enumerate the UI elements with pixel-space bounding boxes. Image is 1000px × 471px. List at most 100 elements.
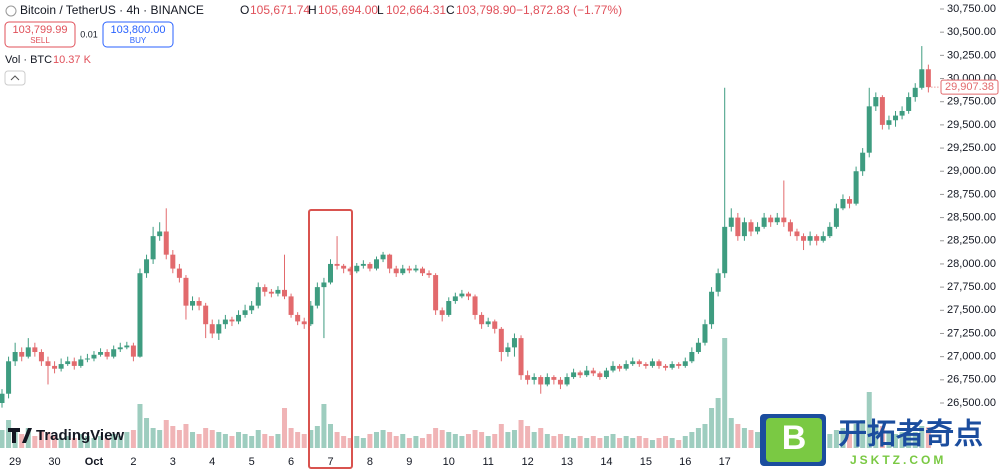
candle-body xyxy=(551,377,557,380)
volume-bar xyxy=(663,436,669,448)
volume-bar xyxy=(52,436,58,448)
volume-bar xyxy=(472,430,478,448)
volume-bar xyxy=(886,432,892,448)
candle-body xyxy=(886,120,892,125)
tv-watermark: TradingView xyxy=(36,427,124,444)
volume-bar xyxy=(413,436,419,448)
candle-body xyxy=(433,275,439,311)
volume-bar xyxy=(236,432,242,448)
volume-bar xyxy=(682,436,688,448)
volume-bar xyxy=(387,432,393,448)
candle-body xyxy=(334,263,340,266)
tv-logo xyxy=(8,428,32,443)
candle-body xyxy=(111,349,117,357)
volume-bar xyxy=(709,408,715,448)
candle-body xyxy=(255,287,261,306)
volume-bar xyxy=(722,338,728,448)
y-tick-label: 29,000.00 xyxy=(947,165,996,177)
candle-body xyxy=(879,97,885,125)
candle-body xyxy=(236,314,242,322)
candle-body xyxy=(577,372,583,376)
x-tick-label: 4 xyxy=(209,456,215,468)
y-tick-label: 28,000.00 xyxy=(947,258,996,270)
candle-body xyxy=(203,305,209,325)
candle-body xyxy=(827,226,833,237)
volume-bar xyxy=(564,436,570,448)
volume-bar xyxy=(755,432,761,448)
volume-bar xyxy=(656,438,662,448)
volume-bar xyxy=(479,432,485,448)
candle-body xyxy=(413,268,419,271)
candle-body xyxy=(847,199,853,204)
volume-bar xyxy=(498,424,504,448)
candle-body xyxy=(485,321,491,325)
candle-body xyxy=(465,293,471,297)
volume-bar xyxy=(551,436,557,448)
volume-bar xyxy=(334,432,340,448)
candle-body xyxy=(301,321,307,325)
site-title: 开拓者奇点 xyxy=(838,418,983,451)
volume-bar xyxy=(242,434,248,448)
candle-body xyxy=(781,217,787,223)
candle-body xyxy=(91,354,97,359)
buy-price: 103,800.00 xyxy=(110,24,165,36)
collapse-button[interactable] xyxy=(4,70,26,86)
sell-button[interactable] xyxy=(4,21,76,48)
candle-body xyxy=(735,217,741,237)
volume-bar xyxy=(203,428,209,448)
candle-body xyxy=(643,364,649,366)
candle-body xyxy=(452,296,458,302)
volume-bar xyxy=(741,428,747,448)
y-tick-label: 30,500.00 xyxy=(947,26,996,38)
y-tick-label: 30,250.00 xyxy=(947,49,996,61)
volume-bar xyxy=(170,426,176,448)
volume-bar xyxy=(847,432,853,448)
candle-body xyxy=(814,236,820,241)
candle-body xyxy=(0,393,5,403)
volume-bar xyxy=(511,430,517,448)
candle-body xyxy=(564,377,570,385)
x-tick-label: 3 xyxy=(170,456,176,468)
candle-body xyxy=(6,361,12,394)
volume-bar xyxy=(419,438,425,448)
volume-bar xyxy=(879,426,885,448)
volume-bar xyxy=(347,438,353,448)
candle-body xyxy=(682,361,688,366)
volume-bar xyxy=(360,438,366,448)
x-tick-label: 12 xyxy=(521,456,533,468)
x-tick-label: 10 xyxy=(443,456,455,468)
candle-body xyxy=(439,310,445,315)
ohlc-label: O xyxy=(240,3,249,17)
volume-bar xyxy=(531,432,537,448)
candle-body xyxy=(498,328,504,353)
y-tick-label: 27,750.00 xyxy=(947,281,996,293)
candle-body xyxy=(275,289,281,294)
candle-body xyxy=(833,208,839,227)
volume-bar xyxy=(84,436,90,448)
candle-body xyxy=(794,231,800,237)
volume-bar xyxy=(590,436,596,448)
volume-bar xyxy=(19,434,25,448)
volume-bar xyxy=(222,434,228,448)
candle-body xyxy=(472,296,478,315)
volume-bar xyxy=(295,432,301,448)
volume-bar xyxy=(518,420,524,448)
volume-bar xyxy=(636,436,642,448)
volume-bar xyxy=(525,426,531,448)
symbol-icon[interactable] xyxy=(5,5,17,17)
volume-bar xyxy=(603,436,609,448)
volume-bar xyxy=(183,424,189,448)
symbol[interactable]: Bitcoin / TetherUS · 4h · BINANCE xyxy=(20,3,204,17)
volume-bar xyxy=(321,404,327,448)
buy-button[interactable] xyxy=(102,21,174,48)
volume-bar xyxy=(393,436,399,448)
candle-body xyxy=(419,268,425,274)
candle-body xyxy=(511,338,517,348)
last-price-label: 29,907.38 xyxy=(945,81,994,93)
volume-bar xyxy=(544,434,550,448)
volume-bar xyxy=(695,428,701,448)
volume-bar xyxy=(400,434,406,448)
candle-body xyxy=(282,289,288,297)
y-tick-label: 30,750.00 xyxy=(947,3,996,15)
candle-body xyxy=(426,273,432,276)
